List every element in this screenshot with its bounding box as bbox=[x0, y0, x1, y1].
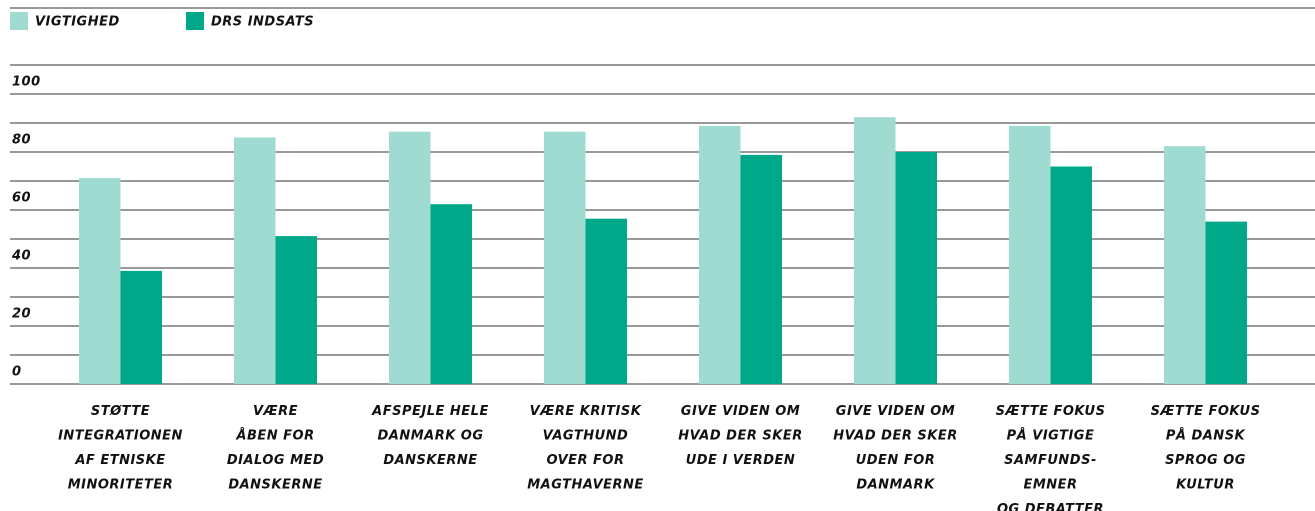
x-tick-label-line: DANSKERNE bbox=[383, 453, 477, 468]
bar bbox=[1050, 166, 1092, 384]
x-tick-label-line: VAGTHUND bbox=[543, 428, 629, 443]
legend-swatch bbox=[186, 12, 204, 30]
x-tick-label-line: ÅBEN FOR bbox=[235, 427, 314, 443]
x-tick-label-line: SÆTTE FOKUS bbox=[1151, 404, 1261, 419]
x-tick-label-line: SPROG OG bbox=[1165, 453, 1246, 468]
x-tick-label-line: DIALOG MED bbox=[227, 453, 324, 468]
legend-label: DRS INDSATS bbox=[211, 15, 314, 30]
bar bbox=[120, 270, 162, 384]
x-tick-label: GIVE VIDEN OM HVAD DER SKER UDEN FOR DANMAR… bbox=[833, 404, 957, 493]
y-tick-label: 60 bbox=[12, 191, 31, 206]
x-tick-label-line: MINORITETER bbox=[68, 477, 174, 492]
legend: VIGTIGHED DRS INDSATS bbox=[10, 12, 314, 30]
y-tick-label: 100 bbox=[12, 75, 41, 90]
y-tick-label: 80 bbox=[12, 133, 31, 148]
y-tick-label: 0 bbox=[12, 365, 22, 380]
x-tick-label-line: OVER FOR bbox=[546, 453, 624, 468]
x-tick-label-line: INTEGRATIONEN bbox=[58, 428, 183, 443]
bar bbox=[1009, 125, 1051, 385]
bar bbox=[585, 218, 627, 384]
bar bbox=[699, 125, 741, 385]
x-tick-label-line: SAMFUNDS- bbox=[1004, 453, 1097, 468]
y-tick-label: 20 bbox=[12, 307, 31, 322]
x-tick-label: STØTTE INTEGRATIONEN AF ETNISKE MINORITETER bbox=[58, 404, 183, 493]
x-tick-label-line: HVAD DER SKER bbox=[678, 428, 802, 443]
x-tick-label-line: PÅ VIGTIGE bbox=[1007, 427, 1095, 443]
legend-label: VIGTIGHED bbox=[35, 15, 120, 30]
x-tick-label-line: MAGTHAVERNE bbox=[527, 477, 644, 492]
bar bbox=[1164, 146, 1206, 384]
bar bbox=[854, 117, 896, 384]
x-tick-label-line: STØTTE bbox=[91, 404, 150, 419]
x-tick-label-line: DANMARK OG bbox=[377, 428, 483, 443]
x-tick-label-line: AF ETNISKE bbox=[74, 453, 165, 468]
x-tick-label: VÆRE KRITISK VAGTHUND OVER FOR MAGTHAVERNE bbox=[527, 404, 644, 493]
x-tick-label: SÆTTE FOKUS PÅ DANSK SPROG OG KULTUR bbox=[1151, 404, 1261, 493]
x-tick-label-line: UDE I VERDEN bbox=[686, 453, 796, 468]
x-tick-label-line: VÆRE bbox=[253, 404, 298, 419]
x-tick-label-line: DANSKERNE bbox=[228, 477, 322, 492]
bar bbox=[544, 131, 586, 384]
x-tick-label-line: OG DEBATTER bbox=[997, 502, 1104, 511]
bar bbox=[430, 204, 472, 384]
x-tick-label-line: EMNER bbox=[1023, 477, 1077, 492]
bar bbox=[389, 131, 431, 384]
bar bbox=[1205, 221, 1247, 384]
x-tick-label-line: SÆTTE FOKUS bbox=[996, 404, 1106, 419]
x-tick-label-line: DANMARK bbox=[856, 477, 935, 492]
x-tick-label: SÆTTE FOKUS PÅ VIGTIGE SAMFUNDS- EMNER OG DE… bbox=[996, 404, 1106, 511]
bar bbox=[79, 178, 121, 384]
x-tick-label: AFSPEJLE HELE DANMARK OG DANSKERNE bbox=[371, 404, 489, 468]
bar bbox=[740, 154, 782, 384]
x-tick-label-line: AFSPEJLE HELE bbox=[371, 404, 489, 419]
x-tick-label-line: UDEN FOR bbox=[856, 453, 936, 468]
x-tick-label-line: VÆRE KRITISK bbox=[530, 404, 642, 419]
x-tick-label-line: PÅ DANSK bbox=[1166, 427, 1246, 443]
x-tick-label: GIVE VIDEN OM HVAD DER SKER UDE I VERDEN bbox=[678, 404, 802, 468]
y-tick-label: 40 bbox=[11, 249, 31, 264]
bar bbox=[275, 236, 317, 384]
x-tick-label-line: HVAD DER SKER bbox=[833, 428, 957, 443]
x-tick-label-line: GIVE VIDEN OM bbox=[836, 404, 955, 419]
bar bbox=[895, 152, 937, 384]
bar bbox=[234, 137, 276, 384]
x-tick-label: VÆRE ÅBEN FOR DIALOG MED DANSKERNE bbox=[227, 404, 324, 493]
x-tick-label-line: GIVE VIDEN OM bbox=[681, 404, 800, 419]
legend-swatch bbox=[10, 12, 28, 30]
x-tick-label-line: KULTUR bbox=[1176, 477, 1235, 492]
